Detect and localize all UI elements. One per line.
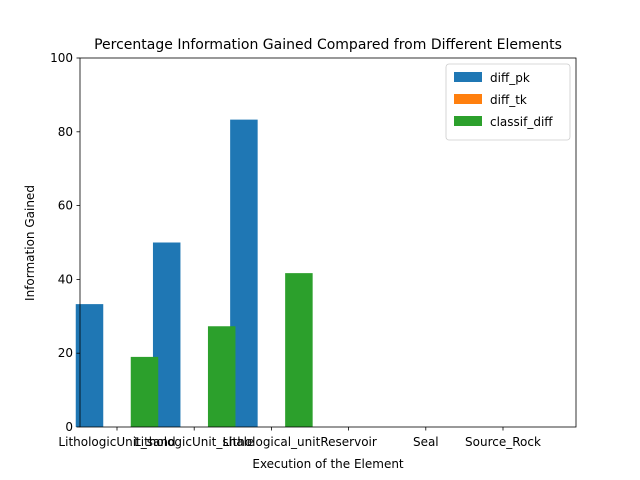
plot-area (75, 57, 577, 428)
legend-label-diff_pk: diff_pk (490, 71, 530, 85)
x-tick-label: Lithological_unit (222, 435, 320, 449)
x-axis-label: Execution of the Element (252, 457, 404, 471)
legend-label-classif_diff: classif_diff (490, 115, 553, 129)
legend-swatch-diff_pk (454, 72, 482, 82)
y-tick-label: 100 (50, 51, 73, 65)
legend-label-diff_tk: diff_tk (490, 93, 527, 107)
bar-classif_diff-LithologicUnit_sand (130, 356, 159, 427)
x-tick-label: Reservoir (320, 435, 377, 449)
y-tick-label: 80 (58, 125, 73, 139)
y-axis-label: Information Gained (23, 185, 37, 301)
legend-swatch-diff_tk (454, 94, 482, 104)
axes-frame (79, 57, 577, 428)
legend: diff_pk diff_tk classif_diff (445, 63, 571, 141)
chart-title: Percentage Information Gained Compared f… (94, 37, 562, 53)
x-tick-label: LithologicUnit_shale (134, 435, 254, 449)
x-axis: LithologicUnit_sandLithologicUnit_shaleL… (58, 427, 541, 449)
legend-swatch-classif_diff (454, 116, 482, 126)
x-tick-label: LithologicUnit_sand (58, 435, 175, 449)
x-tick-label: Source_Rock (465, 435, 541, 449)
y-axis: 0 20 40 60 80 100 (50, 51, 80, 434)
bar-classif_diff-LithologicUnit_shale (207, 326, 236, 427)
y-tick-label: 0 (65, 420, 73, 434)
y-tick-label: 60 (58, 199, 73, 213)
y-tick-label: 20 (58, 346, 73, 360)
x-tick-label: Seal (413, 435, 439, 449)
y-tick-label: 40 (58, 272, 73, 286)
bar-classif_diff-Lithological_unit (285, 273, 313, 427)
